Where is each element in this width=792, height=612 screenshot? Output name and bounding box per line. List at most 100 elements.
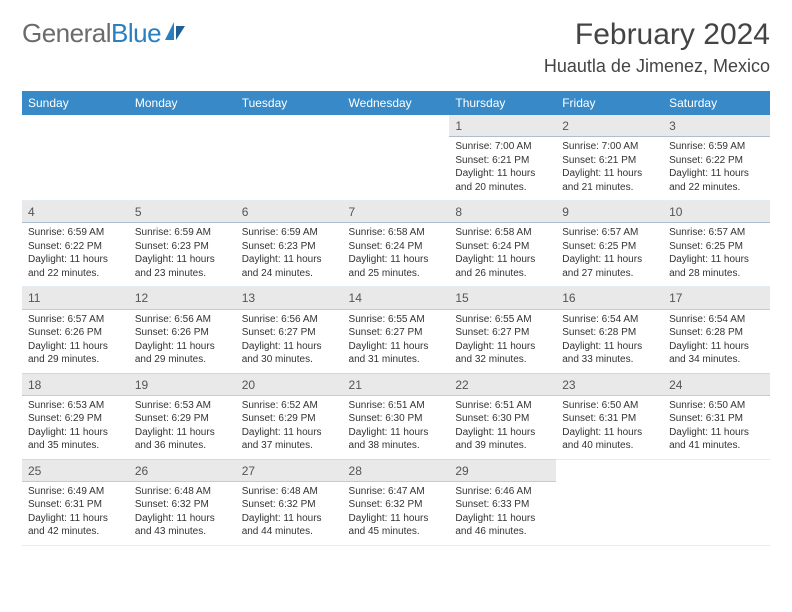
day-body: Sunrise: 6:50 AMSunset: 6:31 PMDaylight:… — [663, 396, 770, 459]
day-body-row: Sunrise: 6:49 AMSunset: 6:31 PMDaylight:… — [22, 481, 770, 545]
daylight-line: Daylight: 11 hours — [135, 426, 230, 440]
sunrise-line: Sunrise: 6:57 AM — [562, 226, 657, 240]
daynum-cell: 8 — [449, 201, 556, 223]
sunrise-line: Sunrise: 6:53 AM — [135, 399, 230, 413]
calendar-table: SundayMondayTuesdayWednesdayThursdayFrid… — [22, 91, 770, 546]
logo: GeneralBlue — [22, 18, 189, 49]
daynum-cell: 4 — [22, 201, 129, 223]
daylight-line: and 33 minutes. — [562, 353, 657, 367]
sunrise-line: Sunrise: 6:57 AM — [28, 313, 123, 327]
day-number: 11 — [22, 287, 129, 308]
day-number: 5 — [129, 201, 236, 222]
sunset-line: Sunset: 6:33 PM — [455, 498, 550, 512]
sunset-line: Sunset: 6:28 PM — [562, 326, 657, 340]
daynum-cell — [663, 459, 770, 481]
day-body: Sunrise: 7:00 AMSunset: 6:21 PMDaylight:… — [449, 137, 556, 200]
daylight-line: and 24 minutes. — [242, 267, 337, 281]
sunset-line: Sunset: 6:29 PM — [242, 412, 337, 426]
sunset-line: Sunset: 6:22 PM — [28, 240, 123, 254]
day-number: 7 — [343, 201, 450, 222]
day-cell: Sunrise: 6:50 AMSunset: 6:31 PMDaylight:… — [556, 395, 663, 459]
daylight-line: and 32 minutes. — [455, 353, 550, 367]
daynum-cell: 1 — [449, 115, 556, 137]
sunset-line: Sunset: 6:29 PM — [28, 412, 123, 426]
sunrise-line: Sunrise: 6:52 AM — [242, 399, 337, 413]
day-header: Monday — [129, 91, 236, 115]
sunset-line: Sunset: 6:26 PM — [28, 326, 123, 340]
day-body: Sunrise: 6:49 AMSunset: 6:31 PMDaylight:… — [22, 482, 129, 545]
day-cell: Sunrise: 6:54 AMSunset: 6:28 PMDaylight:… — [556, 309, 663, 373]
daylight-line: and 21 minutes. — [562, 181, 657, 195]
daynum-cell: 22 — [449, 373, 556, 395]
sunset-line: Sunset: 6:31 PM — [28, 498, 123, 512]
day-body — [236, 137, 343, 193]
sunset-line: Sunset: 6:23 PM — [242, 240, 337, 254]
day-number: 9 — [556, 201, 663, 222]
daylight-line: Daylight: 11 hours — [135, 253, 230, 267]
sunset-line: Sunset: 6:21 PM — [455, 154, 550, 168]
day-cell: Sunrise: 6:51 AMSunset: 6:30 PMDaylight:… — [343, 395, 450, 459]
daylight-line: and 44 minutes. — [242, 525, 337, 539]
sunset-line: Sunset: 6:21 PM — [562, 154, 657, 168]
sunrise-line: Sunrise: 6:58 AM — [349, 226, 444, 240]
daylight-line: Daylight: 11 hours — [242, 512, 337, 526]
daylight-line: and 31 minutes. — [349, 353, 444, 367]
day-cell: Sunrise: 6:55 AMSunset: 6:27 PMDaylight:… — [343, 309, 450, 373]
daynum-cell: 5 — [129, 201, 236, 223]
daylight-line: and 40 minutes. — [562, 439, 657, 453]
day-number: 3 — [663, 115, 770, 136]
day-cell — [129, 137, 236, 201]
day-number: 8 — [449, 201, 556, 222]
day-cell — [343, 137, 450, 201]
daynum-cell: 24 — [663, 373, 770, 395]
day-number: 20 — [236, 374, 343, 395]
daynum-cell — [236, 115, 343, 137]
day-number: 13 — [236, 287, 343, 308]
daylight-line: Daylight: 11 hours — [349, 426, 444, 440]
day-cell — [236, 137, 343, 201]
daynum-cell: 2 — [556, 115, 663, 137]
daynum-cell: 13 — [236, 287, 343, 309]
daynum-cell: 15 — [449, 287, 556, 309]
sunset-line: Sunset: 6:31 PM — [562, 412, 657, 426]
day-body — [556, 481, 663, 537]
day-body: Sunrise: 6:51 AMSunset: 6:30 PMDaylight:… — [449, 396, 556, 459]
day-cell: Sunrise: 6:59 AMSunset: 6:22 PMDaylight:… — [663, 137, 770, 201]
day-number: 6 — [236, 201, 343, 222]
sunset-line: Sunset: 6:22 PM — [669, 154, 764, 168]
daylight-line: and 35 minutes. — [28, 439, 123, 453]
day-body-row: Sunrise: 6:59 AMSunset: 6:22 PMDaylight:… — [22, 223, 770, 287]
daynum-row: 45678910 — [22, 201, 770, 223]
day-number: 12 — [129, 287, 236, 308]
day-body: Sunrise: 6:58 AMSunset: 6:24 PMDaylight:… — [449, 223, 556, 286]
day-number: 28 — [343, 460, 450, 481]
sunset-line: Sunset: 6:25 PM — [562, 240, 657, 254]
daylight-line: Daylight: 11 hours — [562, 167, 657, 181]
day-cell — [663, 481, 770, 545]
sunrise-line: Sunrise: 6:59 AM — [669, 140, 764, 154]
daylight-line: and 37 minutes. — [242, 439, 337, 453]
sunrise-line: Sunrise: 6:53 AM — [28, 399, 123, 413]
day-cell: Sunrise: 6:51 AMSunset: 6:30 PMDaylight:… — [449, 395, 556, 459]
daylight-line: and 36 minutes. — [135, 439, 230, 453]
day-cell: Sunrise: 6:48 AMSunset: 6:32 PMDaylight:… — [236, 481, 343, 545]
logo-part1: General — [22, 18, 111, 48]
day-body: Sunrise: 6:57 AMSunset: 6:26 PMDaylight:… — [22, 310, 129, 373]
sunrise-line: Sunrise: 6:46 AM — [455, 485, 550, 499]
sunset-line: Sunset: 6:29 PM — [135, 412, 230, 426]
day-body: Sunrise: 6:59 AMSunset: 6:22 PMDaylight:… — [663, 137, 770, 200]
sunrise-line: Sunrise: 6:51 AM — [349, 399, 444, 413]
day-body: Sunrise: 6:47 AMSunset: 6:32 PMDaylight:… — [343, 482, 450, 545]
day-header: Thursday — [449, 91, 556, 115]
daynum-cell: 12 — [129, 287, 236, 309]
sunrise-line: Sunrise: 6:48 AM — [242, 485, 337, 499]
day-cell: Sunrise: 6:48 AMSunset: 6:32 PMDaylight:… — [129, 481, 236, 545]
daylight-line: Daylight: 11 hours — [135, 512, 230, 526]
daylight-line: and 34 minutes. — [669, 353, 764, 367]
day-body-row: Sunrise: 6:53 AMSunset: 6:29 PMDaylight:… — [22, 395, 770, 459]
daylight-line: Daylight: 11 hours — [242, 253, 337, 267]
day-cell: Sunrise: 6:59 AMSunset: 6:22 PMDaylight:… — [22, 223, 129, 287]
day-number: 15 — [449, 287, 556, 308]
daynum-cell: 7 — [343, 201, 450, 223]
day-number: 10 — [663, 201, 770, 222]
